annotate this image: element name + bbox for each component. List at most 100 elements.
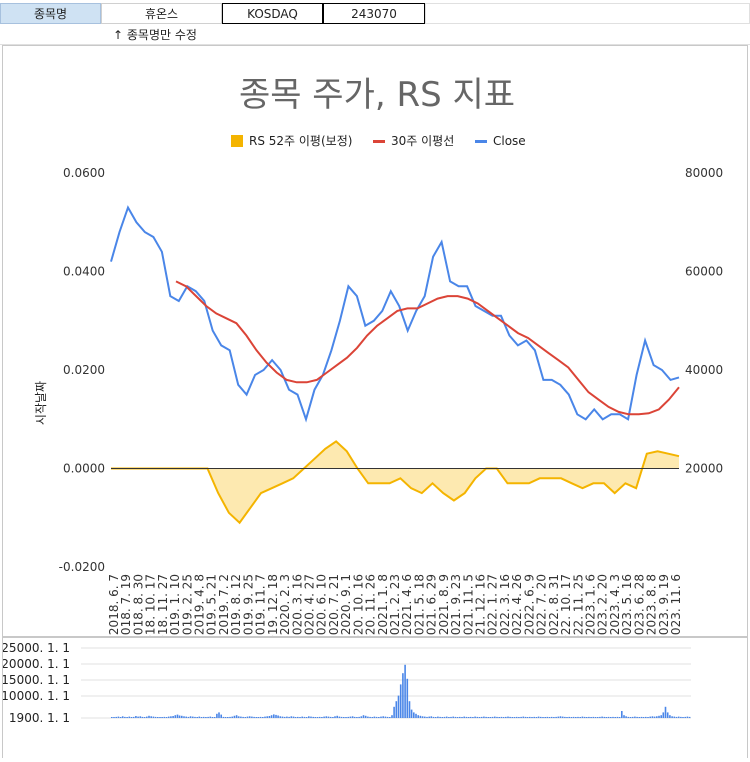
sub-bar <box>137 716 139 718</box>
sub-bar <box>117 716 120 718</box>
sub-bar <box>178 715 181 718</box>
sub-bar <box>577 716 579 718</box>
sub-bar <box>408 701 411 718</box>
sub-bar <box>150 716 152 718</box>
cell-stock-code[interactable]: 243070 <box>323 3 425 24</box>
sub-bar <box>343 717 345 718</box>
x-tick-label: 2023. 5. 16 <box>620 574 634 636</box>
sub-bar <box>682 717 684 718</box>
sub-bar <box>616 716 619 718</box>
sub-bar <box>218 712 220 718</box>
sub-tick-label: 15000. 1. 1 <box>3 673 70 687</box>
sub-bar <box>456 717 459 718</box>
sub-bar <box>128 716 131 718</box>
sub-bar <box>340 716 343 718</box>
sub-bar <box>395 701 398 718</box>
sub-bar <box>351 716 354 718</box>
legend-swatch-1 <box>373 140 385 143</box>
sub-bar <box>658 715 660 718</box>
x-tick-label: 2019. 9. 25 <box>241 574 255 636</box>
sub-bar <box>231 716 233 718</box>
sub-bar <box>170 716 172 718</box>
sub-bar <box>518 717 520 718</box>
sub-bar <box>434 717 437 718</box>
sub-bar <box>111 717 113 718</box>
sub-bar <box>163 716 166 718</box>
sub-bar <box>465 716 468 718</box>
sub-bar <box>610 717 612 718</box>
sub-bar <box>310 716 312 718</box>
sub-bar <box>485 716 487 718</box>
sub-bar <box>638 717 641 718</box>
volume-chart-panel[interactable]: 25000. 1. 1 20000. 1. 1 15000. 1. 1 10000. … <box>1 637 748 758</box>
sub-bar <box>454 716 457 718</box>
sub-bar <box>640 716 643 718</box>
sub-bar <box>430 716 433 718</box>
sub-bar <box>675 716 678 718</box>
sub-bar <box>121 716 124 718</box>
sub-bar <box>290 716 293 718</box>
x-tick-label: 2020. 10. 16 <box>351 574 365 636</box>
sub-bar <box>397 695 400 718</box>
sub-bar <box>669 715 671 718</box>
x-tick-label: 2019. 8. 12 <box>229 574 243 636</box>
sub-bar <box>329 716 332 718</box>
cell-stock-name-label[interactable]: 종목명 <box>0 3 101 24</box>
sub-bar <box>461 717 463 718</box>
sub-bar <box>660 715 662 718</box>
sub-bar <box>636 716 638 718</box>
sub-bar <box>244 717 247 718</box>
sub-chart: 25000. 1. 1 20000. 1. 1 15000. 1. 1 10000. … <box>1 641 691 725</box>
sub-bar <box>192 716 194 718</box>
sub-bar <box>509 716 511 718</box>
cell-stock-name[interactable]: 휴온스 <box>101 3 222 24</box>
sub-bar <box>404 664 406 718</box>
x-tick-label: 2019. 4. 8 <box>193 574 207 635</box>
sub-bar <box>286 716 288 718</box>
sub-bar <box>183 716 185 718</box>
chart-gridlines <box>111 172 679 568</box>
left-tick-label: -0.0200 <box>59 560 105 574</box>
sub-chart-y-axis: 25000. 1. 1 20000. 1. 1 15000. 1. 1 10000. … <box>1 641 70 725</box>
sub-bar <box>314 717 317 718</box>
sub-bar <box>673 716 676 718</box>
x-tick-label: 2022. 6. 9 <box>522 574 536 635</box>
sub-bar <box>526 717 529 718</box>
sub-bar <box>583 716 586 718</box>
sub-chart-gridlines <box>81 647 691 719</box>
sub-bar <box>237 716 240 718</box>
x-tick-label: 2022. 11. 25 <box>571 574 585 636</box>
sub-bar <box>222 716 225 718</box>
sub-bar <box>671 716 673 718</box>
sub-bar <box>406 678 409 718</box>
sub-bar <box>515 716 518 718</box>
sub-bar <box>316 717 319 718</box>
left-tick-label: 0.0200 <box>63 363 105 377</box>
cell-market[interactable]: KOSDAQ <box>222 3 323 24</box>
sub-bar <box>651 716 654 718</box>
sub-bar <box>432 716 435 718</box>
sub-bar <box>649 716 651 718</box>
sub-bar <box>540 716 542 718</box>
sub-bar <box>299 717 301 718</box>
sub-bar <box>491 716 494 718</box>
right-tick-label: 60000 <box>685 265 723 279</box>
x-tick-label: 2021. 2. 23 <box>388 574 402 636</box>
sub-bar <box>139 716 142 718</box>
y-axis-label: 시작날짜 <box>34 381 48 425</box>
sub-bar <box>251 716 253 718</box>
sub-bar <box>653 716 656 718</box>
sub-bar <box>185 716 187 718</box>
cell-empty[interactable] <box>425 3 750 24</box>
sub-bar <box>476 716 479 718</box>
sub-bar <box>240 716 242 718</box>
sub-bar <box>264 716 266 718</box>
sub-bar <box>141 716 144 718</box>
sub-bar <box>334 716 336 718</box>
main-chart-panel[interactable]: 종목 주가, RS 지표 RS 52주 이평(보정) 30주 이평선 Close -… <box>2 45 748 650</box>
sub-bar <box>605 717 608 718</box>
sub-bar <box>130 717 133 718</box>
sub-bar <box>487 717 490 718</box>
sub-bar <box>246 716 249 718</box>
x-tick-label: 2023. 6. 28 <box>632 574 646 636</box>
